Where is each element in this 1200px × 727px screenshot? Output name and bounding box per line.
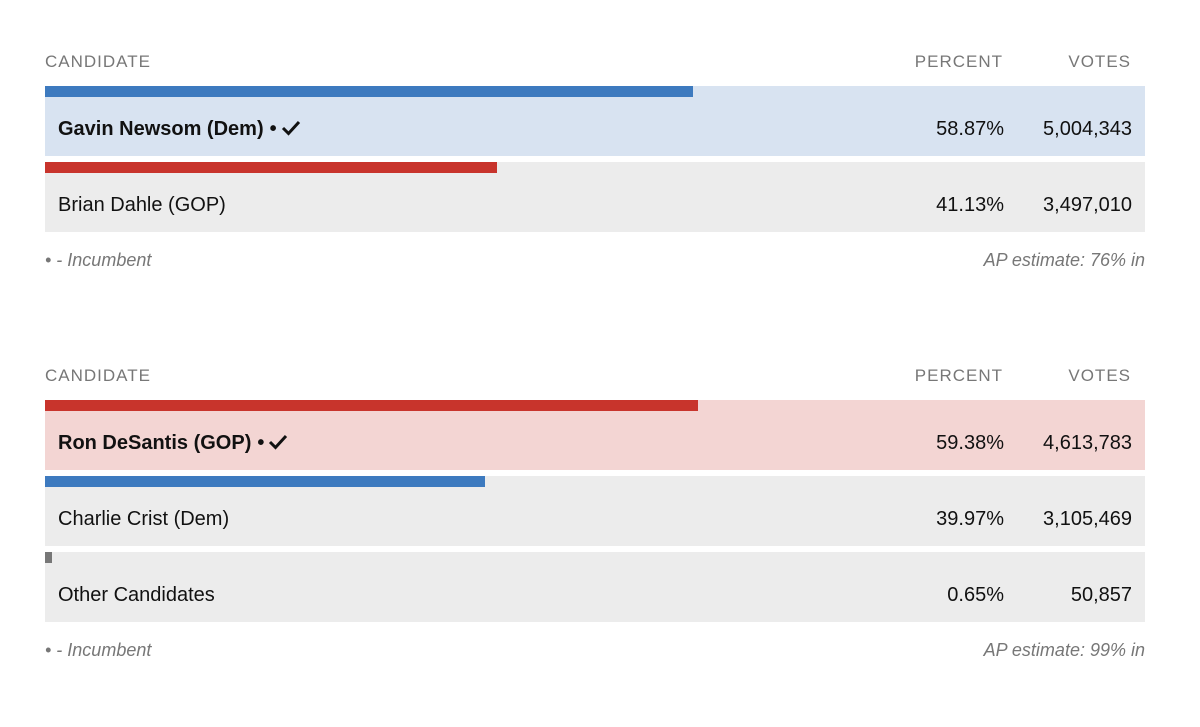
votes-column-header: VOTES <box>1068 366 1131 385</box>
incumbent-bullet-icon: • <box>269 118 277 140</box>
candidate-rows: Gavin Newsom (Dem) • 58.87% 5,004,343 Brian … <box>45 86 1145 232</box>
candidate-name-text: Brian Dahle (GOP) <box>58 194 226 216</box>
vote-count: 3,497,010 <box>1043 194 1132 216</box>
candidate-name: Other Candidates <box>58 584 215 607</box>
vote-percent: 39.97% <box>936 508 1004 530</box>
candidate-name: Charlie Crist (Dem) <box>58 508 229 531</box>
vote-percent: 41.13% <box>936 194 1004 216</box>
race-table: CANDIDATE PERCENT VOTES Gavin Newsom (De… <box>45 50 1145 276</box>
vote-count: 4,613,783 <box>1043 432 1132 454</box>
candidate-name-text: Gavin Newsom (Dem) <box>58 118 264 140</box>
candidate-row: Other Candidates 0.65% 50,857 <box>45 552 1145 622</box>
candidate-row: Ron DeSantis (GOP) • 59.38% 4,613,783 <box>45 400 1145 470</box>
table-footer: • - Incumbent AP estimate: 76% in <box>45 246 1145 276</box>
candidate-rows: Ron DeSantis (GOP) • 59.38% 4,613,783 Charli… <box>45 400 1145 622</box>
candidate-name: Brian Dahle (GOP) <box>58 194 226 217</box>
percent-column-header: PERCENT <box>914 52 1003 71</box>
ap-estimate: AP estimate: 99% in <box>983 640 1145 660</box>
vote-percent: 0.65% <box>947 584 1004 606</box>
candidate-name-text: Charlie Crist (Dem) <box>58 508 230 530</box>
vote-share-bar <box>45 476 485 487</box>
candidate-row: Gavin Newsom (Dem) • 58.87% 5,004,343 <box>45 86 1145 156</box>
vote-percent: 58.87% <box>936 118 1004 140</box>
candidate-row: Charlie Crist (Dem) 39.97% 3,105,469 <box>45 476 1145 546</box>
winner-check-icon <box>281 120 300 136</box>
incumbent-bullet-icon: • <box>257 432 265 454</box>
vote-count: 5,004,343 <box>1043 118 1132 140</box>
table-footer: • - Incumbent AP estimate: 99% in <box>45 636 1145 666</box>
ap-estimate: AP estimate: 76% in <box>983 250 1145 270</box>
percent-column-header: PERCENT <box>914 366 1003 385</box>
candidate-name: Ron DeSantis (GOP) • <box>58 432 288 455</box>
incumbent-legend: • - Incumbent <box>45 250 152 270</box>
candidate-name-text: Ron DeSantis (GOP) <box>58 432 252 454</box>
vote-share-bar <box>45 86 693 97</box>
candidate-name-text: Other Candidates <box>58 584 215 606</box>
candidate-column-header: CANDIDATE <box>45 52 151 71</box>
votes-column-header: VOTES <box>1068 52 1131 71</box>
vote-share-bar <box>45 552 52 563</box>
incumbent-legend: • - Incumbent <box>45 640 152 660</box>
winner-check-icon <box>269 434 288 450</box>
race-table: CANDIDATE PERCENT VOTES Ron DeSantis (GO… <box>45 364 1145 666</box>
table-header: CANDIDATE PERCENT VOTES <box>45 364 1145 388</box>
table-header: CANDIDATE PERCENT VOTES <box>45 50 1145 74</box>
vote-count: 3,105,469 <box>1043 508 1132 530</box>
candidate-name: Gavin Newsom (Dem) • <box>58 118 301 141</box>
vote-percent: 59.38% <box>936 432 1004 454</box>
vote-count: 50,857 <box>1070 584 1132 606</box>
candidate-row: Brian Dahle (GOP) 41.13% 3,497,010 <box>45 162 1145 232</box>
vote-share-bar <box>45 400 698 411</box>
vote-share-bar <box>45 162 497 173</box>
candidate-column-header: CANDIDATE <box>45 366 151 385</box>
